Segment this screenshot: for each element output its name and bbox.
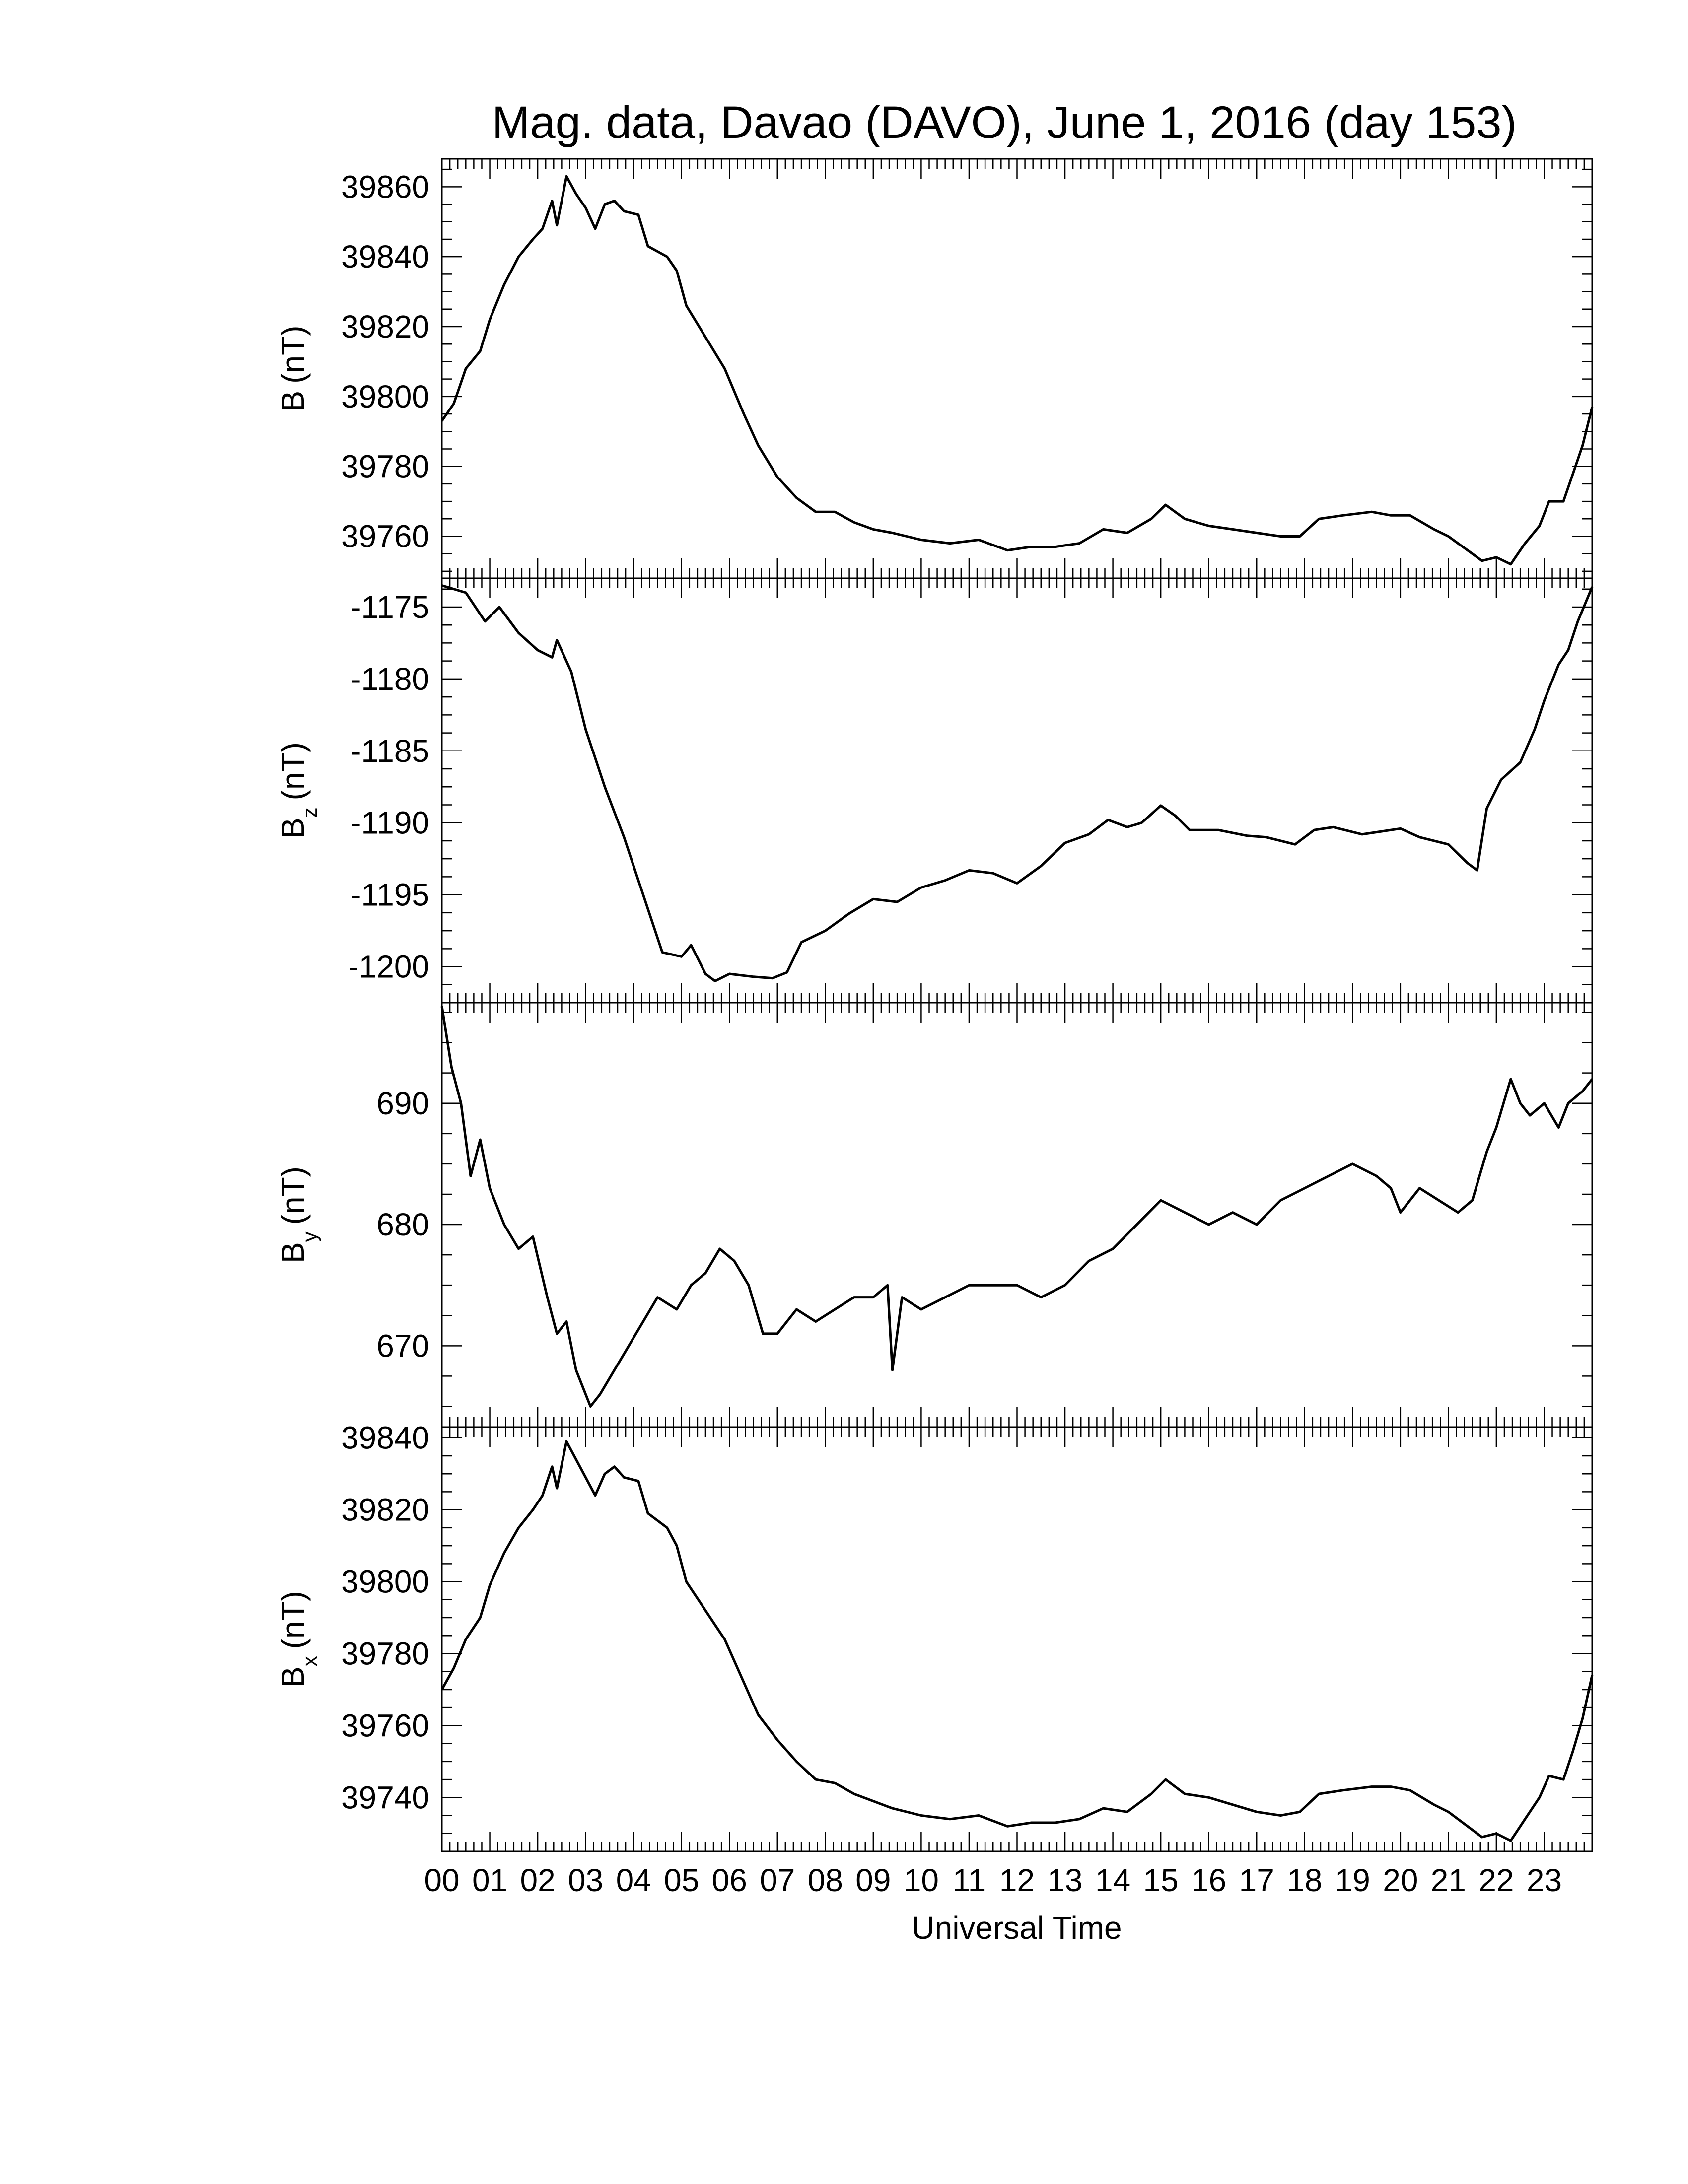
panels: 397603978039800398203984039860B(nT)-1200…: [275, 158, 1594, 1852]
panel-b: 39760 39780 39800 39820 39840 39860 B (nT): [275, 158, 1594, 579]
x-tick-label: 16: [1191, 1862, 1226, 1898]
y-tick-label: 680: [376, 1207, 429, 1242]
y-axis-label-symbol: B: [275, 1666, 311, 1688]
y-tick-marks: [442, 168, 1592, 572]
x-tick-label: 21: [1431, 1862, 1466, 1898]
y-axis-label-subscript: y: [298, 1231, 321, 1242]
y-tick-label: 39760: [341, 1707, 429, 1743]
x-tick-label: 20: [1383, 1862, 1418, 1898]
y-tick-label: 39820: [341, 309, 429, 344]
panel-bx: 39740 39760 39780 39800 39820 39840 Bx (nT): [275, 1420, 1594, 1852]
y-tick-label: 670: [376, 1328, 429, 1364]
x-tick-marks: [441, 1427, 1593, 1851]
y-tick-marks: [442, 1012, 1592, 1407]
x-tick-label: 14: [1095, 1862, 1130, 1898]
x-tick-label: 13: [1047, 1862, 1082, 1898]
x-tick-label: 17: [1239, 1862, 1274, 1898]
y-tick-label: -1200: [348, 949, 429, 985]
y-axis-label-symbol: B: [275, 1242, 311, 1263]
y-axis-label: Bx (nT): [275, 1591, 321, 1688]
chart-title: Mag. data, Davao (DAVO), June 1, 2016 (d…: [492, 97, 1517, 148]
y-tick-label: 39800: [341, 1564, 429, 1600]
y-tick-label: 39840: [341, 1420, 429, 1456]
x-tick-label: 07: [760, 1862, 795, 1898]
panel-frame: [441, 577, 1593, 1004]
series-line-by: [440, 1006, 1593, 1408]
y-tick-label: 39740: [341, 1779, 429, 1815]
x-tick-label: 04: [616, 1862, 651, 1898]
x-tick-label: 02: [520, 1862, 555, 1898]
panel-frame: [441, 1426, 1593, 1852]
y-axis-label-subscript: x: [298, 1656, 321, 1666]
y-axis-label-unit: (nT): [275, 1166, 311, 1225]
y-tick-label: 690: [376, 1086, 429, 1121]
y-tick-label: 39780: [341, 1636, 429, 1671]
y-tick-label: -1195: [351, 877, 429, 913]
y-axis-label-unit: (nT): [275, 326, 311, 384]
x-tick-label: 03: [568, 1862, 603, 1898]
y-tick-label: 39760: [341, 519, 429, 554]
y-tick-label: -1175: [351, 589, 429, 625]
x-tick-label: 01: [472, 1862, 507, 1898]
y-axis-label: Bz (nT): [275, 742, 321, 839]
x-tick-label: 08: [808, 1862, 843, 1898]
x-tick-marks: [441, 578, 1593, 1003]
y-tick-label: 39800: [341, 379, 429, 414]
y-axis-label: B (nT): [275, 326, 311, 412]
y-axis-label: By (nT): [275, 1166, 321, 1263]
x-tick-label: 00: [424, 1862, 459, 1898]
x-tick-label: 12: [999, 1862, 1035, 1898]
panel-frame: [441, 158, 1593, 579]
y-tick-label: 39780: [341, 449, 429, 484]
x-tick-marks: [441, 159, 1593, 578]
y-tick-label: -1190: [351, 805, 429, 841]
x-tick-label: 11: [953, 1862, 985, 1898]
y-tick-label: 39820: [341, 1492, 429, 1528]
series-line-bx: [440, 1440, 1594, 1842]
y-axis-label-unit: (nT): [275, 742, 311, 800]
x-tick-label: 09: [855, 1862, 891, 1898]
series-line-b: [440, 175, 1594, 566]
y-tick-label: -1180: [351, 661, 429, 697]
y-tick-label: 39840: [341, 239, 429, 274]
y-axis-label-subscript: z: [298, 807, 321, 818]
x-tick-label: 19: [1335, 1862, 1370, 1898]
y-axis-label-unit: (nT): [275, 1591, 311, 1649]
series-line-bz: [441, 584, 1594, 982]
y-tick-marks: [442, 1437, 1592, 1852]
y-tick-marks: [442, 588, 1592, 1004]
y-axis-label-symbol: B: [275, 818, 311, 839]
x-tick-label: 22: [1478, 1862, 1514, 1898]
x-axis: 00 01 02 03 04 05 06 07 08 09 10 11 12 13 14 15 16 17 18 19…: [424, 1862, 1562, 1898]
y-tick-label: -1185: [351, 733, 429, 769]
x-tick-label: 15: [1143, 1862, 1179, 1898]
x-axis-title: Universal Time: [912, 1910, 1122, 1946]
panel-bz: -1200 -1195 -1190 -1185 -1180 -1175 Bz (nT): [275, 577, 1594, 1004]
x-tick-label: 23: [1527, 1862, 1562, 1898]
panel-frame: [441, 1002, 1593, 1428]
x-tick-label: 05: [664, 1862, 699, 1898]
panel-by: 670 680 690 By (nT): [275, 1002, 1593, 1428]
y-tick-label: 39860: [341, 169, 429, 205]
y-axis-label-symbol: B: [275, 391, 311, 412]
x-tick-label: 06: [712, 1862, 747, 1898]
x-tick-label: 18: [1287, 1862, 1322, 1898]
x-tick-label: 10: [904, 1862, 939, 1898]
x-tick-marks: [441, 1003, 1593, 1427]
